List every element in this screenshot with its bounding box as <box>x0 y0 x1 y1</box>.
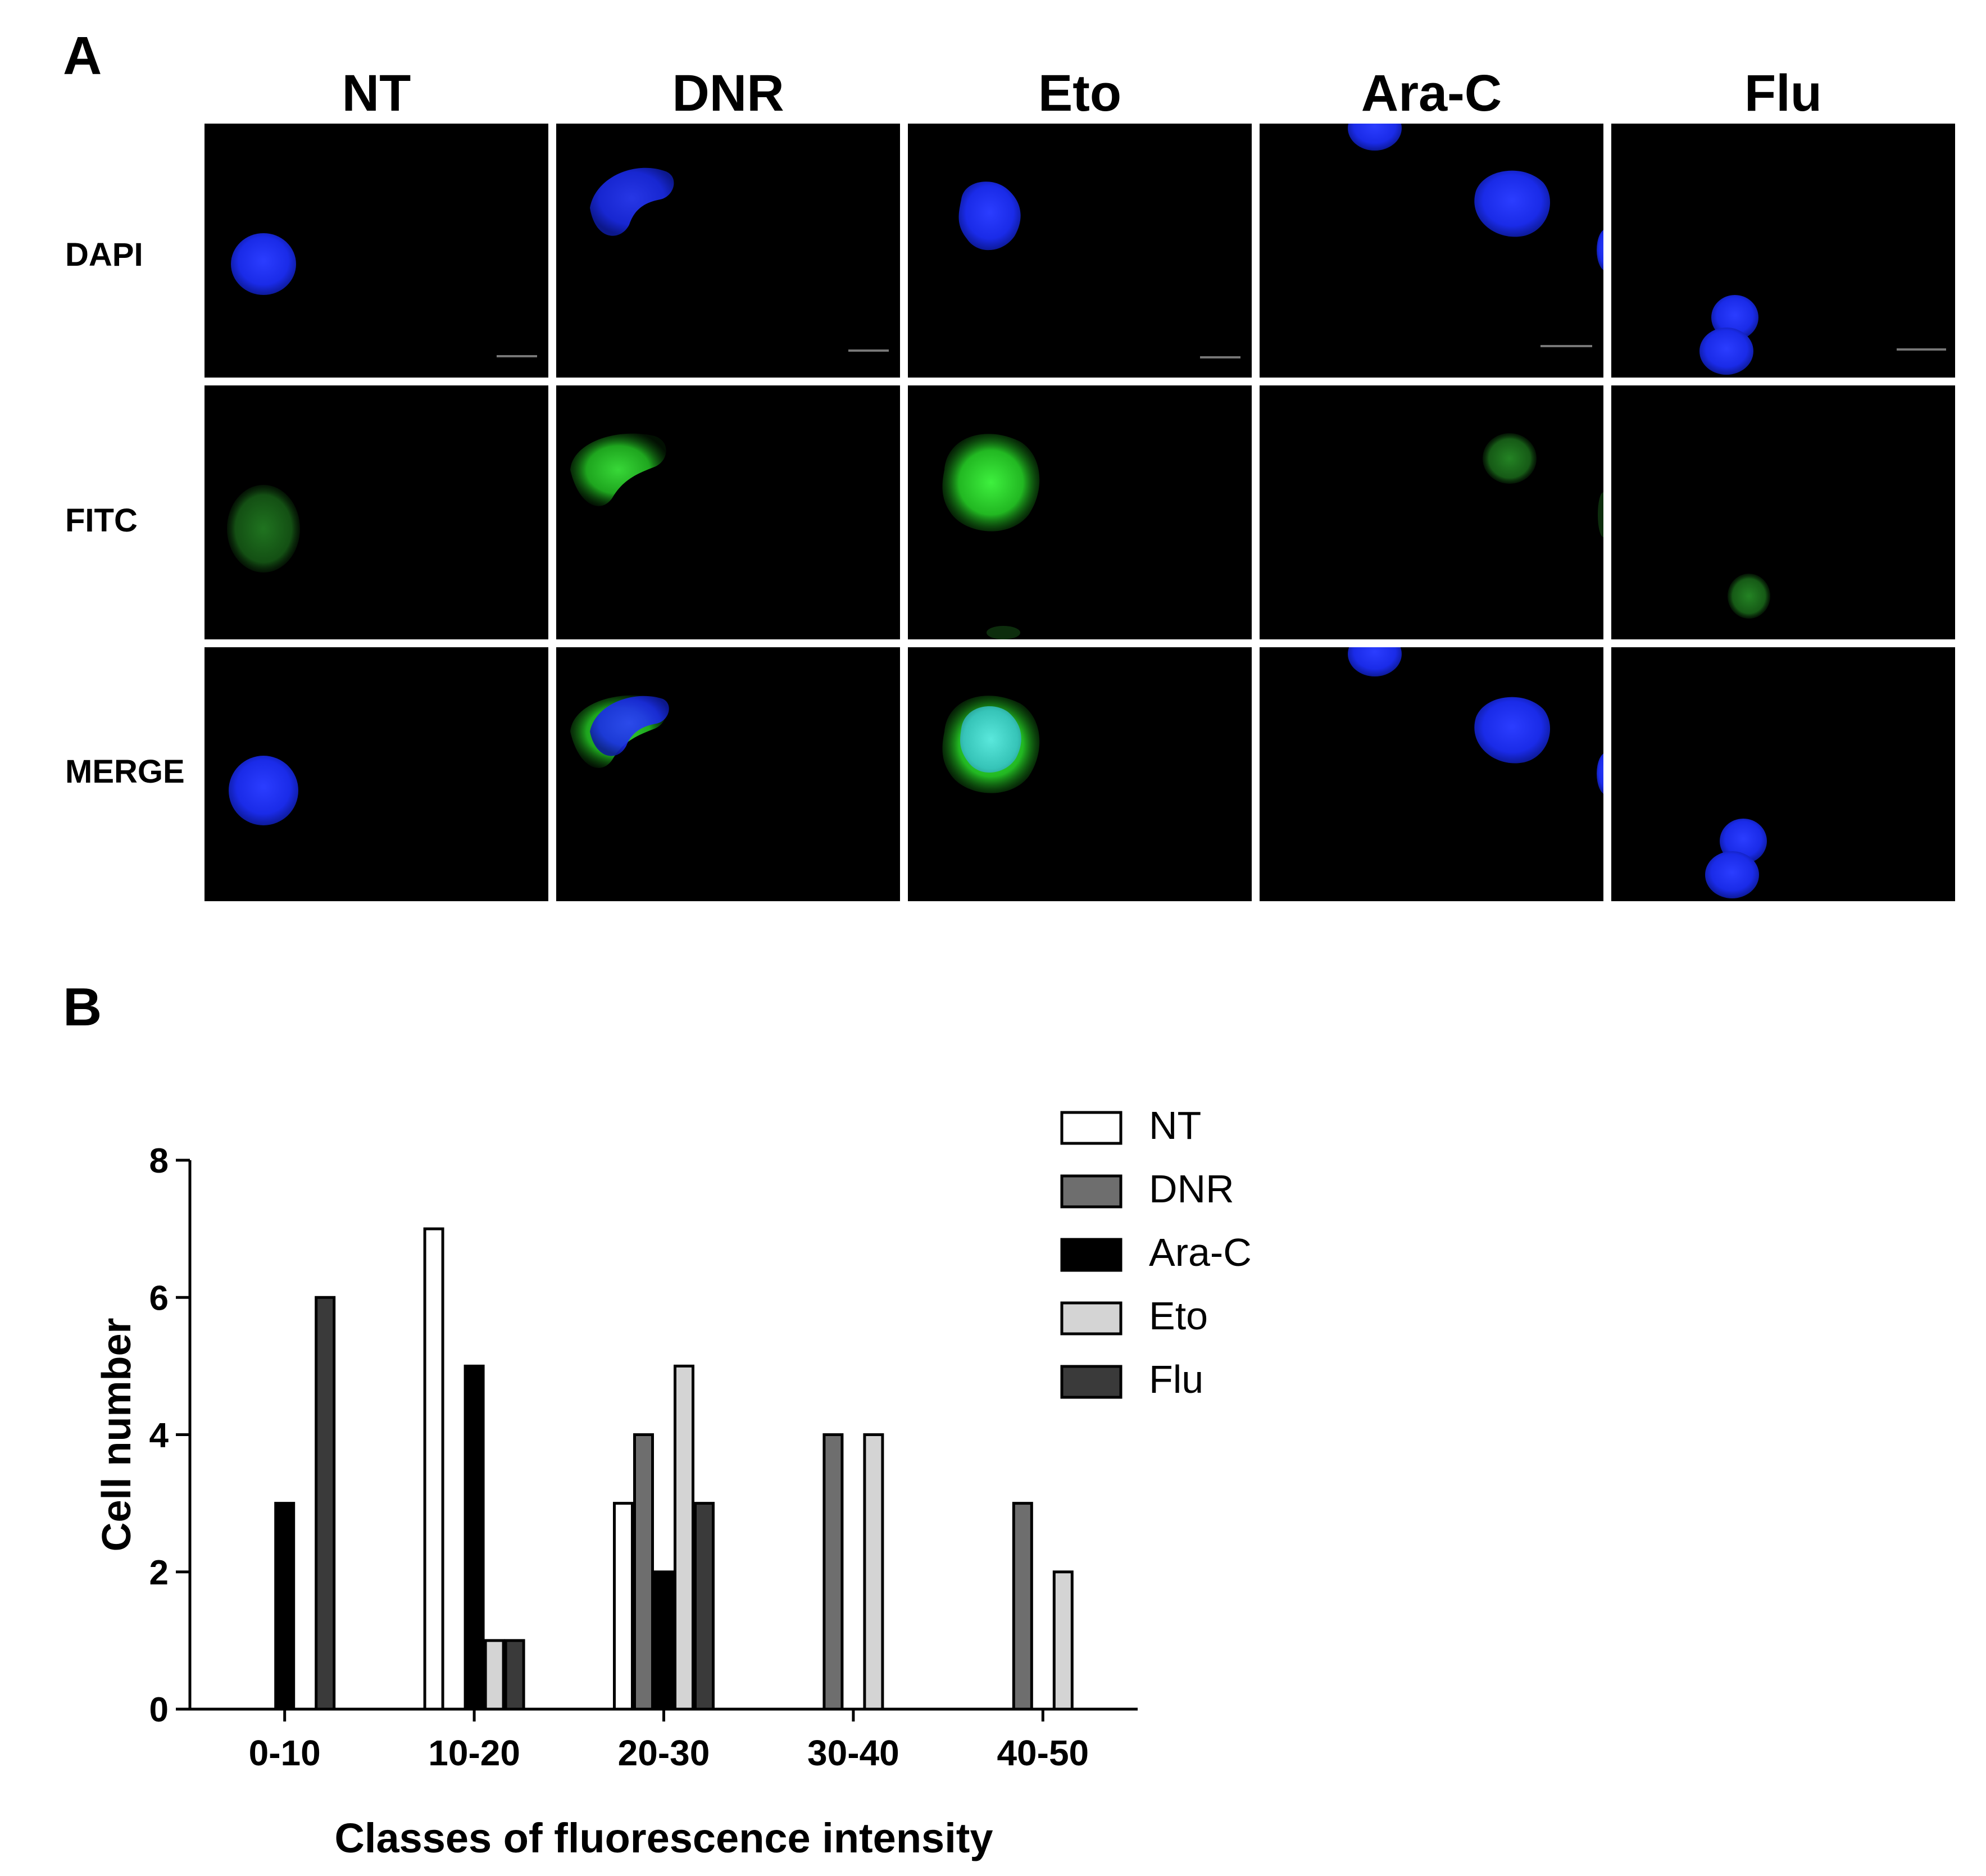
y-tick-label: 4 <box>149 1416 169 1455</box>
x-axis-label: Classes of fluorescence intensity <box>334 1815 993 1861</box>
y-axis-label: Cell number <box>94 1318 139 1551</box>
image-nt-merge <box>204 647 548 901</box>
panel-a-label: A <box>63 26 102 86</box>
bar-nt-20-30 <box>613 1502 634 1711</box>
legend-swatch-arac <box>1060 1238 1122 1272</box>
x-tick-label: 20-30 <box>618 1733 710 1773</box>
panel-b-label: B <box>63 977 102 1037</box>
image-flu-dapi <box>1611 124 1955 378</box>
image-flu-fitc <box>1611 385 1955 639</box>
column-title-flu: Flu <box>1744 65 1822 122</box>
bar-flu-10-20 <box>504 1639 525 1711</box>
image-nt-dapi <box>204 124 548 378</box>
image-arac-fitc <box>1260 385 1603 639</box>
image-arac-dapi <box>1260 124 1603 378</box>
column-title-dnr: DNR <box>672 65 784 122</box>
bar-eto-40-50 <box>1052 1570 1074 1711</box>
image-nt-fitc <box>204 385 548 639</box>
bar-flu-0-10 <box>315 1296 336 1711</box>
image-dnr-dapi <box>556 124 900 378</box>
image-eto-fitc <box>908 385 1252 639</box>
y-tick-label: 8 <box>149 1142 169 1180</box>
bar-nt-10-20 <box>423 1227 444 1711</box>
legend-label-arac: Ara-C <box>1149 1230 1252 1274</box>
legend-label-nt: NT <box>1149 1103 1201 1147</box>
legend-swatch-nt <box>1060 1111 1122 1145</box>
bar-flu-20-30 <box>694 1502 715 1711</box>
legend-swatch-flu <box>1060 1365 1122 1399</box>
column-title-arac: Ara-C <box>1361 65 1502 122</box>
x-tick-label: 10-20 <box>428 1733 520 1773</box>
y-tick-label: 0 <box>149 1691 169 1729</box>
bar-dnr-30-40 <box>822 1433 844 1711</box>
y-tick-label: 2 <box>149 1554 169 1592</box>
image-flu-merge <box>1611 647 1955 901</box>
bar-eto-20-30 <box>674 1364 694 1711</box>
bar-arac-10-20 <box>463 1364 485 1711</box>
legend-label-flu: Flu <box>1149 1357 1203 1401</box>
row-label-fitc: FITC <box>65 502 138 539</box>
legend-swatch-eto <box>1060 1301 1122 1336</box>
y-tick-label: 6 <box>149 1279 169 1318</box>
legend-label-eto: Eto <box>1149 1294 1208 1338</box>
x-tick-label: 30-40 <box>807 1733 899 1773</box>
column-title-eto: Eto <box>1038 65 1122 122</box>
x-tick-label: 0-10 <box>249 1733 321 1773</box>
row-label-dapi: DAPI <box>65 237 143 273</box>
bar-dnr-40-50 <box>1012 1502 1033 1711</box>
bar-chart: 0 2 4 6 8 Cell number 0-10 10-20 20-30 30-40 40-50… <box>94 1103 1252 1861</box>
image-dnr-merge <box>556 647 900 901</box>
column-title-nt: NT <box>342 65 411 122</box>
bar-arac-20-30 <box>653 1570 674 1711</box>
row-label-merge: MERGE <box>65 753 185 790</box>
image-arac-merge <box>1260 647 1603 901</box>
image-eto-merge <box>908 647 1252 901</box>
bar-arac-0-10 <box>274 1502 296 1711</box>
image-eto-dapi <box>908 124 1252 378</box>
image-dnr-fitc <box>556 385 900 639</box>
bar-eto-30-40 <box>863 1433 884 1711</box>
legend-label-dnr: DNR <box>1149 1167 1234 1211</box>
legend-swatch-dnr <box>1060 1174 1122 1209</box>
bar-eto-10-20 <box>484 1639 505 1711</box>
bar-dnr-20-30 <box>633 1433 654 1711</box>
x-tick-label: 40-50 <box>997 1733 1089 1773</box>
